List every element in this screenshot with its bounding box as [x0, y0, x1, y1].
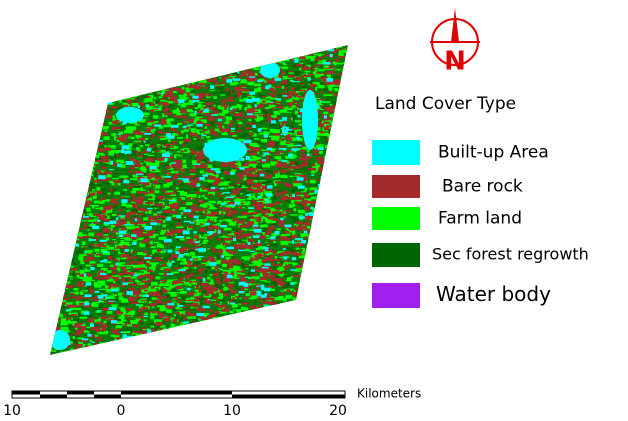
- scale-label: 20: [329, 403, 347, 419]
- raster-patch: [260, 62, 280, 78]
- legend-label: Bare rock: [442, 177, 523, 197]
- scale-bar: Kilometers: [11, 387, 421, 401]
- legend: Built-up Area Bare rock Farm land Sec fores…: [372, 140, 589, 308]
- raster-patch: [50, 330, 70, 350]
- north-needle: [451, 8, 459, 42]
- legend-swatch: [372, 140, 420, 165]
- raster-patch: [302, 90, 318, 150]
- scale-segment: [12, 391, 40, 395]
- legend-label: Farm land: [438, 209, 522, 229]
- scale-unit: Kilometers: [357, 387, 421, 401]
- scale-segment: [94, 394, 121, 398]
- legend-label: Built-up Area: [438, 143, 549, 163]
- scale-label: 10: [3, 403, 21, 419]
- legend-title: Land Cover Type: [375, 94, 516, 114]
- land-cover-raster: [50, 45, 348, 355]
- legend-swatch: [372, 175, 420, 198]
- north-arrow: N: [430, 8, 480, 77]
- scale-labels: 10 0 10 20: [3, 403, 347, 419]
- legend-label: Sec forest regrowth: [432, 245, 589, 264]
- raster-patch: [116, 107, 144, 123]
- scale-segment: [67, 391, 94, 395]
- legend-swatch: [372, 283, 420, 308]
- scale-label: 10: [223, 403, 241, 419]
- legend-label: Water body: [436, 282, 551, 306]
- raster-patch: [203, 138, 247, 162]
- legend-swatch: [372, 243, 420, 267]
- scale-segment: [232, 394, 345, 398]
- north-label: N: [444, 47, 466, 77]
- legend-swatch: [372, 207, 420, 230]
- scale-label: 0: [117, 403, 126, 419]
- scale-segment: [40, 394, 67, 398]
- scale-segment: [121, 391, 232, 395]
